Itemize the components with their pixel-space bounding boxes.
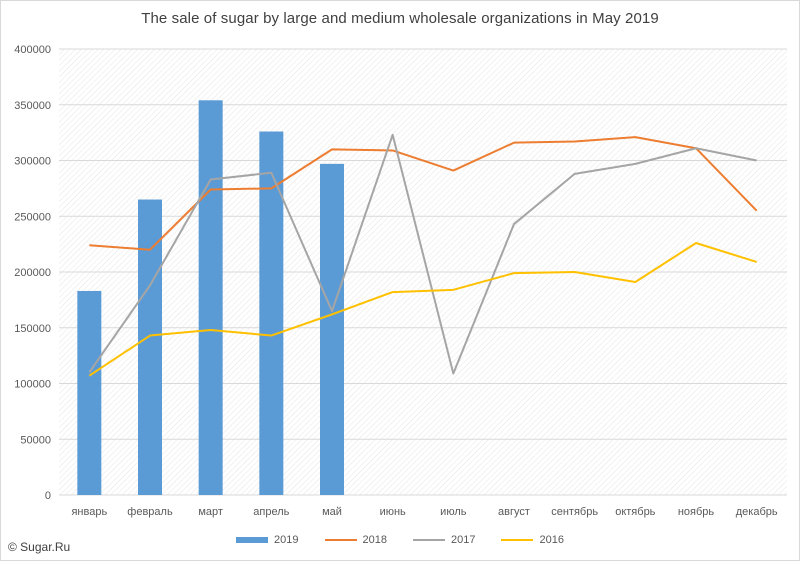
gridlines bbox=[59, 48, 787, 496]
x-tick-label: сентябрь bbox=[551, 506, 598, 518]
y-tick-label: 300000 bbox=[14, 156, 51, 168]
y-tick-label: 250000 bbox=[14, 211, 51, 223]
y-tick-label: 200000 bbox=[14, 267, 51, 279]
y-tick-label: 350000 bbox=[14, 100, 51, 112]
x-tick-label: февраль bbox=[127, 506, 173, 518]
bar-2019-1 bbox=[138, 199, 162, 495]
y-tick-label: 400000 bbox=[14, 44, 51, 56]
line-series bbox=[88, 133, 758, 377]
x-tick-label: июнь bbox=[380, 506, 406, 518]
bar-2019-2 bbox=[198, 100, 223, 495]
x-tick-label: декабрь bbox=[736, 506, 778, 518]
y-tick-label: 100000 bbox=[14, 379, 51, 391]
line-2017 bbox=[88, 133, 757, 375]
line-2016 bbox=[88, 242, 757, 377]
x-tick-label: июль bbox=[440, 506, 467, 518]
x-tick-label: май bbox=[322, 506, 342, 518]
chart-title: The sale of sugar by large and medium wh… bbox=[141, 10, 659, 27]
y-tick-label: 0 bbox=[45, 490, 51, 502]
x-tick-label: март bbox=[198, 506, 223, 518]
x-tick-label: октябрь bbox=[615, 506, 655, 518]
y-axis-ticks: 0 50000 100000 150000 200000 250000 300000 3500… bbox=[14, 44, 51, 502]
bar-series bbox=[77, 100, 344, 495]
bar-2019-4 bbox=[320, 163, 344, 495]
copyright-text: © Sugar.Ru bbox=[8, 540, 71, 554]
legend-label: 2017 bbox=[451, 534, 476, 546]
legend-item-2017: 2017 bbox=[413, 534, 475, 546]
bar-2019-0 bbox=[77, 290, 102, 495]
legend-item-2018: 2018 bbox=[324, 534, 387, 546]
legend-swatch bbox=[501, 539, 534, 541]
legend: 2019 2018 2017 2016 bbox=[0, 534, 800, 546]
x-tick-label: январь bbox=[71, 506, 107, 518]
x-tick-label: август bbox=[498, 506, 530, 518]
legend-swatch bbox=[236, 537, 269, 543]
legend-item-2019: 2019 bbox=[236, 534, 299, 546]
bar-2019-3 bbox=[259, 131, 284, 495]
legend-label: 2016 bbox=[539, 534, 564, 546]
legend-item-2016: 2016 bbox=[501, 534, 564, 546]
y-tick-label: 50000 bbox=[20, 434, 51, 446]
x-axis-ticks: январь февраль март апрель май июнь июль август… bbox=[71, 506, 777, 518]
x-tick-label: апрель bbox=[253, 506, 289, 518]
x-tick-label: ноябрь bbox=[678, 506, 715, 518]
line-2018 bbox=[89, 136, 758, 251]
legend-swatch bbox=[413, 539, 445, 541]
legend-label: 2018 bbox=[362, 534, 387, 546]
legend-swatch bbox=[324, 539, 357, 541]
legend-label: 2019 bbox=[274, 534, 299, 546]
y-tick-label: 150000 bbox=[14, 323, 51, 335]
